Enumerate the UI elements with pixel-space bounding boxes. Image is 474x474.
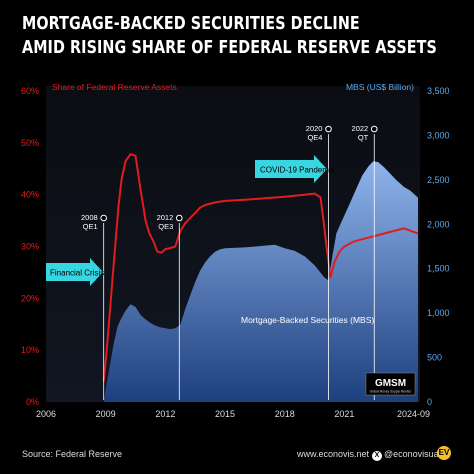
annotation-program: QE3 bbox=[158, 222, 173, 231]
left-axis-title: Share of Federal Reserve Assets bbox=[52, 82, 177, 92]
gmsm-badge-subtitle: Global Money Supply Monitor bbox=[370, 390, 413, 394]
annotation-year: 2008 bbox=[81, 213, 98, 222]
right-tick-label: 2,500 bbox=[427, 175, 450, 185]
annotation-year: 2020 bbox=[306, 124, 323, 133]
left-axis-ticks: 0% 10% 20% 30% 40% 50% 60% bbox=[21, 86, 39, 407]
left-tick-label: 30% bbox=[21, 242, 39, 252]
title-line-1: MORTGAGE-BACKED SECURITIES DECLINE bbox=[22, 14, 360, 34]
right-tick-label: 500 bbox=[427, 353, 442, 363]
right-tick-label: 3,000 bbox=[427, 130, 450, 140]
left-tick-label: 50% bbox=[21, 138, 39, 148]
gmsm-badge: GMSM Global Money Supply Monitor bbox=[365, 372, 416, 396]
right-tick-label: 1,500 bbox=[427, 264, 450, 274]
source-note: Source: Federal Reserve bbox=[22, 449, 123, 459]
annotation-marker bbox=[100, 214, 107, 222]
annotation-marker bbox=[175, 214, 183, 222]
right-tick-label: 0 bbox=[427, 397, 432, 407]
annotation-program: QE1 bbox=[83, 222, 98, 231]
x-tick-label: 2018 bbox=[275, 409, 295, 419]
financial-crisis-label: Financial Crisis bbox=[50, 269, 104, 278]
mbs-series-label: Mortgage-Backed Securities (MBS) bbox=[241, 315, 374, 325]
x-tick-label: 2015 bbox=[215, 409, 235, 419]
social-handle-text: @econovisuals bbox=[384, 449, 446, 459]
x-axis-ticks: 2006 2009 2012 2015 2018 2021 2024-09 bbox=[36, 409, 430, 419]
right-axis-ticks: 0 500 1,000 1,500 2,000 2,500 3,000 3,500 bbox=[427, 86, 450, 407]
annotation-program: QT bbox=[358, 133, 369, 142]
right-tick-label: 3,500 bbox=[427, 86, 450, 96]
left-tick-label: 20% bbox=[21, 293, 39, 303]
gmsm-badge-title: GMSM bbox=[375, 378, 406, 389]
website-link[interactable]: www.econovis.net bbox=[297, 449, 370, 459]
annotation-year: 2012 bbox=[157, 213, 174, 222]
left-tick-label: 0% bbox=[26, 397, 39, 407]
x-icon: X bbox=[372, 451, 382, 461]
left-tick-label: 40% bbox=[21, 190, 39, 200]
right-tick-label: 2,000 bbox=[427, 219, 450, 229]
annotation-marker bbox=[370, 125, 378, 133]
x-tick-label: 2009 bbox=[96, 409, 116, 419]
share-line-series bbox=[102, 153, 419, 382]
left-tick-label: 10% bbox=[21, 345, 39, 355]
annotation-program: QE4 bbox=[307, 133, 322, 142]
left-tick-label: 60% bbox=[21, 86, 39, 96]
covid-label: COVID-19 Pandemic bbox=[260, 166, 335, 175]
x-tick-label: 2024-09 bbox=[397, 409, 430, 419]
mbs-area-series bbox=[103, 161, 418, 402]
x-tick-label: 2006 bbox=[36, 409, 56, 419]
right-tick-label: 1,000 bbox=[427, 308, 450, 318]
econovis-logo: EV bbox=[437, 446, 451, 460]
annotation-marker bbox=[325, 125, 332, 133]
covid-callout: COVID-19 Pandemic bbox=[255, 155, 335, 183]
x-tick-label: 2012 bbox=[155, 409, 175, 419]
right-axis-title: MBS (US$ Billion) bbox=[346, 82, 414, 92]
x-tick-label: 2021 bbox=[334, 409, 354, 419]
title-line-2: AMID RISING SHARE OF FEDERAL RESERVE ASS… bbox=[22, 38, 437, 58]
social-handle[interactable]: X @econovisuals bbox=[372, 449, 445, 461]
financial-crisis-callout: Financial Crisis bbox=[46, 258, 104, 286]
annotation-year: 2022 bbox=[352, 124, 369, 133]
